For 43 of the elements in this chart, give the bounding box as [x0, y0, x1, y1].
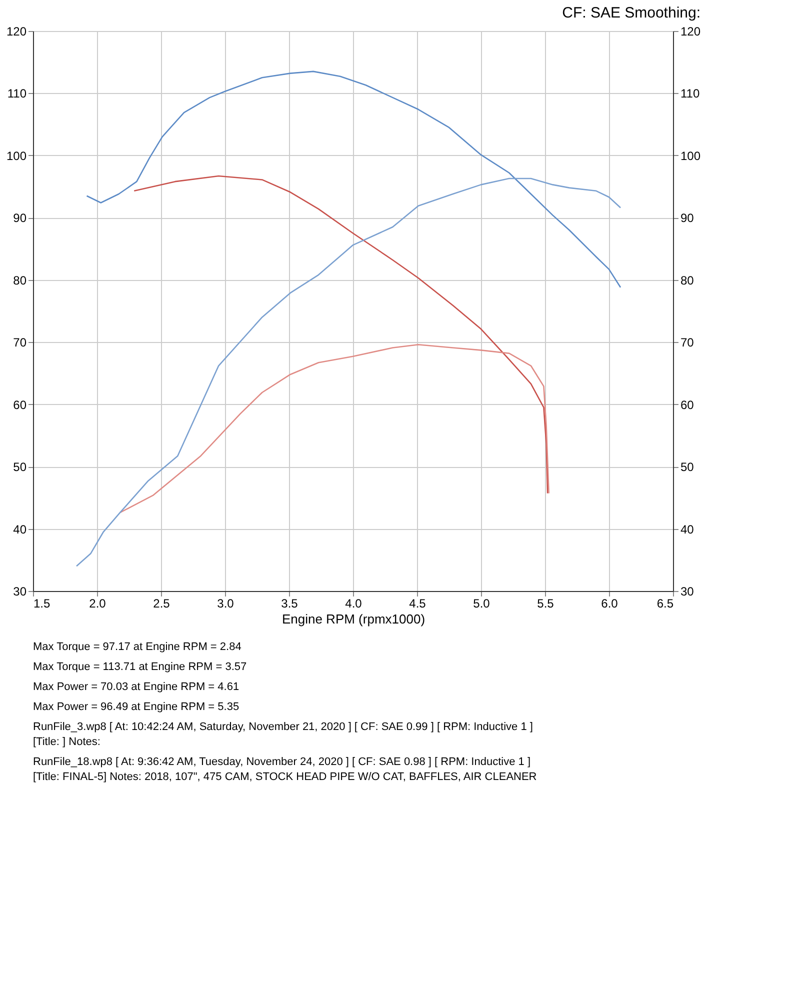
y-tick-label: 120 [6, 24, 27, 38]
text: Max Torque = 113.71 at Engine RPM = 3.57 [33, 661, 247, 673]
line-series [86, 70, 622, 288]
y2-tick-label: 120 [680, 24, 701, 38]
text: Max Power = 70.03 at Engine RPM = 4.61 [33, 681, 240, 693]
y2-tick-label: 70 [680, 336, 694, 350]
y-tick-label: 90 [13, 211, 27, 226]
line-series [76, 178, 622, 567]
y-tick-label: 60 [13, 398, 27, 412]
y2-tick-label: 40 [680, 522, 694, 536]
x-tick-label: 3.5 [281, 596, 298, 610]
x-tick-label: 2.0 [89, 596, 106, 610]
y-tick-label: 40 [13, 522, 27, 536]
x-tick-label: 3.0 [217, 596, 234, 610]
text: Max Torque = 97.17 at Engine RPM = 2.84 [33, 641, 242, 653]
y2-tick-label: 100 [680, 148, 701, 163]
y2-tick-label: 30 [680, 584, 694, 598]
x-tick-label: 5.0 [473, 596, 490, 610]
text: RunFile_18.wp8 [ At: 9:36:42 AM, Tuesday, November 24, 2020 ] [ CF: SAE 0.98 ] [ RPM: Inductive 1 ] [Title: FINAL-5] Notes: 2018, 107", 475 CAM, STOCK HEAD PIPE W/O CAT, BAFFLES, AIR CLEANER [33, 756, 537, 783]
x-axis-title: Engine RPM (rpmx1000) [282, 612, 426, 626]
y2-tick-label: 110 [680, 86, 700, 101]
y-tick-label: 110 [7, 86, 27, 101]
y-tick-label: 70 [13, 336, 27, 350]
y2-tick-label: 60 [680, 398, 694, 412]
y-tick-label: 50 [13, 460, 27, 474]
x-tick-label: 4.5 [409, 596, 426, 610]
y-tick-label: 80 [13, 273, 27, 288]
x-tick-label: 6.0 [601, 596, 618, 610]
line-series [133, 175, 548, 494]
y-tick-label: 30 [13, 584, 27, 598]
x-tick-label: 1.5 [34, 596, 51, 610]
chart-title: CF: SAE Smoothing: [562, 4, 701, 22]
x-tick-label: 6.5 [656, 596, 674, 610]
text: RunFile_3.wp8 [ At: 10:42:24 AM, Saturday, November 21, 2020 ] [ CF: SAE 0.99 ] [ RPM: Inductive 1 ] [Title: ] Notes: [33, 721, 533, 748]
y2-tick-label: 50 [680, 460, 694, 474]
y2-tick-label: 90 [680, 211, 694, 226]
x-tick-label: 4.0 [345, 596, 362, 610]
text: Max Power = 96.49 at Engine RPM = 5.35 [33, 701, 240, 713]
y-tick-label: 100 [6, 148, 27, 163]
y2-tick-label: 80 [680, 273, 694, 288]
x-tick-label: 5.5 [537, 596, 554, 610]
x-tick-label: 2.5 [153, 596, 170, 610]
line-series [119, 344, 550, 514]
